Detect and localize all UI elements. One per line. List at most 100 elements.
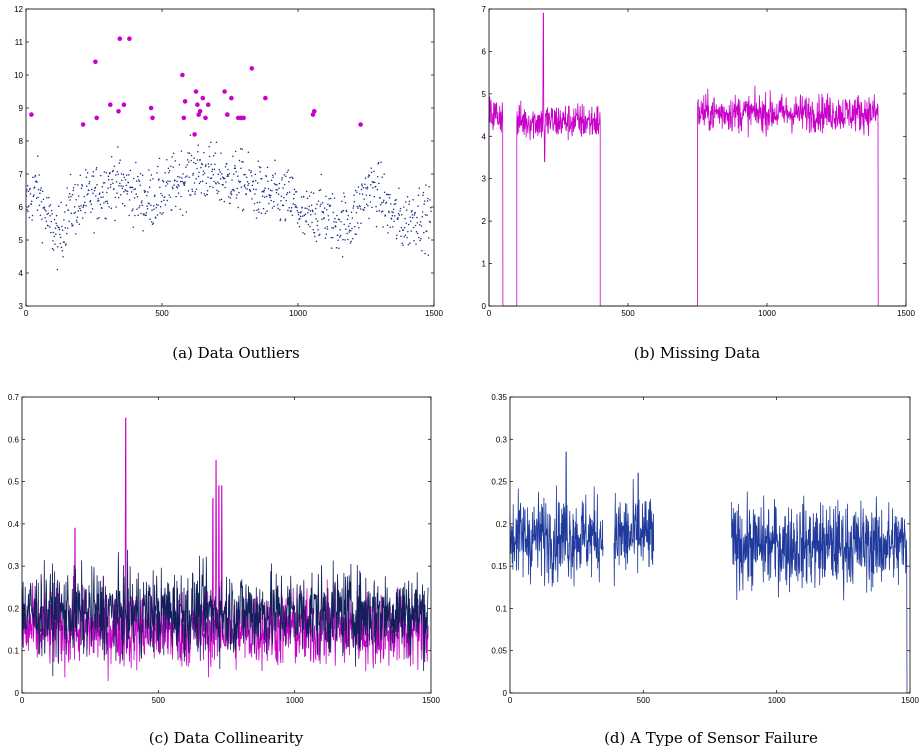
normal-point (380, 211, 383, 213)
normal-point (155, 207, 157, 209)
outlier-point (203, 115, 208, 121)
normal-point (309, 210, 312, 212)
normal-point (240, 186, 243, 188)
normal-point (152, 222, 155, 224)
normal-point (251, 184, 254, 186)
normal-point (111, 178, 113, 181)
normal-point (356, 191, 358, 194)
normal-point (205, 182, 208, 185)
normal-point (185, 166, 187, 168)
normal-point (161, 194, 164, 197)
normal-point (125, 184, 128, 187)
normal-point (325, 233, 328, 235)
normal-point (303, 233, 306, 235)
normal-point (323, 207, 326, 209)
normal-point (273, 183, 276, 185)
normal-point (326, 225, 328, 228)
normal-point (171, 156, 173, 158)
y-tick-label: 0.35 (491, 393, 507, 402)
normal-point (166, 159, 168, 161)
normal-point (234, 167, 237, 170)
normal-point (230, 192, 232, 195)
normal-point (189, 134, 192, 136)
normal-point (220, 152, 222, 154)
normal-point (172, 166, 175, 168)
y-tick-label: 0.05 (491, 647, 507, 656)
outlier-point (148, 105, 154, 111)
normal-point (34, 176, 36, 178)
x-tick-label: 0 (20, 696, 25, 705)
normal-point (197, 175, 200, 178)
y-tick-label: 0.2 (8, 604, 20, 613)
normal-point (314, 235, 316, 238)
x-tick-label: 1000 (286, 696, 304, 705)
normal-point (278, 182, 281, 185)
normal-point (88, 181, 91, 183)
normal-point (188, 161, 190, 163)
normal-point (56, 268, 59, 271)
normal-point (210, 141, 212, 144)
axes-frame (488, 8, 907, 307)
normal-point (104, 200, 107, 203)
normal-point (43, 206, 46, 208)
normal-point (190, 194, 192, 196)
normal-point (68, 196, 70, 198)
normal-point (264, 187, 266, 189)
normal-point (333, 220, 335, 223)
normal-point (120, 185, 122, 187)
outlier-point (127, 36, 132, 41)
normal-point (424, 213, 427, 216)
normal-point (379, 197, 381, 199)
normal-point (185, 211, 188, 213)
normal-point (236, 187, 239, 190)
normal-point (63, 241, 66, 243)
normal-point (38, 204, 41, 207)
normal-point (275, 191, 278, 194)
normal-point (37, 188, 40, 191)
normal-point (241, 148, 243, 150)
normal-point (367, 176, 370, 178)
normal-point (234, 150, 237, 153)
normal-point (404, 217, 406, 220)
normal-point (294, 206, 297, 208)
normal-point (416, 216, 418, 219)
normal-point (128, 174, 130, 176)
x-tick-label: 500 (621, 309, 635, 318)
normal-point (78, 205, 80, 208)
normal-point (253, 202, 256, 205)
normal-point (80, 187, 83, 189)
normal-point (128, 214, 130, 217)
normal-point (307, 223, 310, 226)
normal-point (282, 187, 284, 189)
normal-point (374, 186, 377, 188)
normal-point (290, 210, 292, 212)
normal-point (392, 226, 394, 228)
normal-point (114, 219, 116, 222)
normal-point (363, 198, 365, 200)
normal-point (70, 212, 73, 214)
normal-point (372, 187, 374, 189)
normal-point (359, 205, 361, 208)
data-layer (488, 12, 906, 307)
normal-point (266, 210, 268, 212)
normal-point (212, 173, 215, 176)
normal-point (327, 219, 330, 221)
normal-point (210, 177, 213, 179)
normal-point (355, 233, 357, 235)
normal-point (291, 176, 293, 178)
normal-point (135, 193, 137, 195)
normal-point (63, 219, 65, 221)
normal-point (357, 186, 360, 188)
normal-point (242, 161, 244, 163)
normal-point (159, 186, 161, 189)
normal-point (159, 205, 162, 208)
normal-point (101, 207, 103, 210)
normal-point (26, 185, 29, 187)
normal-point (393, 203, 396, 206)
normal-point (235, 197, 238, 199)
normal-point (202, 170, 205, 172)
normal-point (212, 186, 214, 189)
normal-point (306, 197, 309, 199)
normal-point (297, 211, 299, 214)
data-layer (25, 36, 432, 271)
